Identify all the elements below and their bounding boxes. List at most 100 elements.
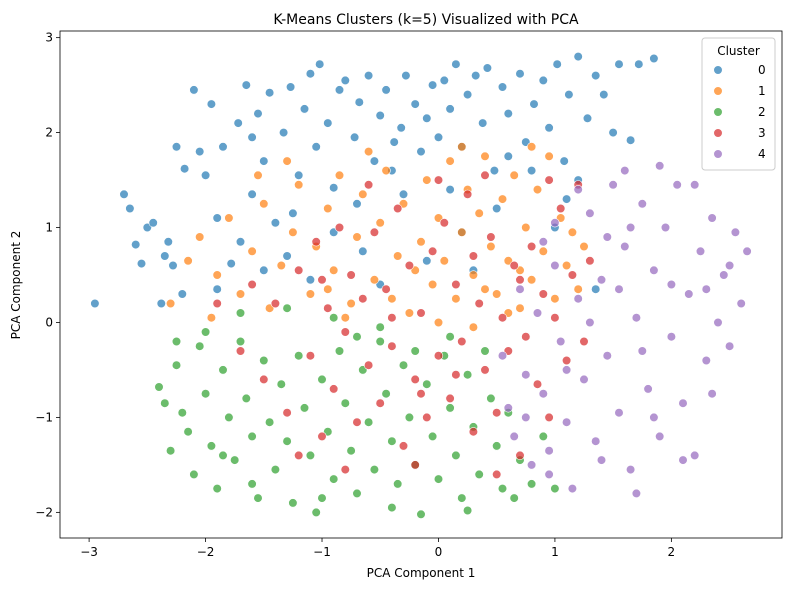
- point-cluster-0-0: [90, 298, 100, 309]
- point-cluster-2-23: [288, 498, 298, 508]
- point-cluster-2-59: [497, 484, 508, 494]
- point-cluster-2-14: [235, 336, 246, 347]
- point-cluster-4-4: [521, 370, 531, 380]
- point-cluster-2-17: [253, 493, 263, 503]
- point-cluster-2-9: [206, 441, 216, 451]
- point-cluster-3-6: [294, 265, 304, 275]
- point-cluster-1-19: [358, 189, 368, 199]
- point-cluster-3-29: [433, 351, 444, 361]
- point-cluster-1-31: [445, 156, 455, 166]
- point-cluster-2-74: [463, 505, 473, 516]
- point-cluster-1-63: [526, 142, 537, 152]
- point-cluster-2-43: [404, 412, 415, 423]
- point-cluster-4-55: [637, 346, 647, 356]
- point-cluster-4-32: [684, 289, 694, 299]
- point-cluster-2-15: [241, 393, 251, 404]
- point-cluster-2-56: [480, 346, 490, 356]
- point-cluster-2-33: [346, 446, 356, 456]
- point-cluster-2-0: [154, 382, 164, 392]
- point-cluster-1-36: [474, 208, 484, 218]
- point-cluster-0-101: [561, 194, 572, 204]
- point-cluster-2-55: [474, 469, 484, 480]
- point-cluster-4-57: [666, 279, 677, 290]
- point-cluster-2-3: [171, 360, 182, 370]
- point-cluster-0-65: [529, 99, 539, 109]
- point-cluster-1-0: [166, 298, 176, 309]
- point-cluster-2-5: [183, 427, 193, 437]
- point-cluster-1-5: [235, 289, 246, 299]
- point-cluster-0-22: [247, 189, 257, 199]
- point-cluster-4-45: [655, 161, 665, 171]
- point-cluster-0-46: [401, 70, 411, 81]
- point-cluster-1-44: [521, 222, 531, 233]
- point-cluster-4-54: [614, 284, 624, 294]
- point-cluster-4-6: [532, 308, 543, 318]
- point-cluster-2-7: [195, 341, 205, 351]
- point-cluster-2-70: [410, 346, 420, 356]
- point-cluster-3-50: [556, 203, 566, 214]
- point-cluster-0-84: [305, 275, 316, 285]
- point-cluster-0-97: [177, 289, 187, 299]
- point-cluster-4-30: [672, 180, 682, 190]
- point-cluster-0-103: [358, 246, 368, 256]
- point-cluster-3-44: [521, 332, 531, 342]
- point-cluster-0-63: [515, 69, 525, 79]
- point-cluster-4-39: [724, 341, 735, 351]
- y-tick-label: −2: [35, 505, 53, 519]
- point-cluster-3-30: [439, 218, 449, 228]
- point-cluster-3-20: [381, 284, 391, 294]
- point-cluster-1-56: [387, 294, 397, 304]
- point-cluster-3-64: [387, 313, 397, 323]
- point-cluster-3-46: [532, 379, 543, 389]
- point-cluster-4-9: [550, 260, 560, 271]
- point-cluster-2-73: [387, 503, 397, 513]
- point-cluster-0-23: [253, 108, 263, 119]
- point-cluster-2-25: [299, 403, 310, 413]
- point-cluster-1-48: [544, 151, 554, 161]
- point-cluster-1-49: [550, 294, 560, 304]
- point-cluster-2-34: [352, 488, 362, 499]
- point-cluster-1-64: [206, 313, 216, 323]
- point-cluster-0-26: [270, 218, 281, 228]
- y-tick-label: 0: [45, 315, 53, 329]
- legend-label-4: 4: [758, 147, 766, 161]
- point-cluster-2-57: [486, 393, 496, 404]
- point-cluster-0-52: [439, 75, 449, 85]
- point-cluster-3-36: [474, 298, 484, 309]
- point-cluster-4-34: [695, 246, 706, 256]
- point-cluster-0-19: [226, 259, 236, 269]
- y-tick-label: 1: [45, 221, 53, 235]
- point-cluster-1-7: [259, 199, 269, 209]
- point-cluster-1-9: [276, 260, 286, 271]
- point-cluster-1-2: [195, 232, 205, 242]
- point-cluster-0-9: [163, 237, 173, 247]
- point-cluster-2-24: [294, 351, 304, 361]
- point-cluster-4-15: [585, 208, 595, 218]
- point-cluster-1-61: [364, 147, 374, 157]
- point-cluster-4-23: [631, 313, 642, 323]
- point-cluster-3-39: [492, 408, 502, 418]
- point-cluster-2-18: [259, 355, 269, 366]
- point-cluster-0-25: [265, 88, 275, 98]
- point-cluster-3-62: [544, 175, 554, 185]
- point-cluster-3-51: [561, 355, 572, 366]
- point-cluster-0-32: [311, 142, 321, 152]
- point-cluster-3-67: [317, 275, 327, 285]
- point-cluster-2-27: [311, 507, 321, 518]
- point-cluster-1-62: [457, 142, 467, 152]
- point-cluster-3-26: [416, 308, 426, 318]
- point-cluster-3-17: [364, 360, 374, 370]
- point-cluster-4-0: [497, 351, 508, 361]
- point-cluster-2-77: [171, 336, 182, 347]
- point-cluster-1-51: [561, 260, 572, 271]
- point-cluster-0-8: [160, 251, 170, 261]
- point-cluster-3-25: [410, 374, 420, 385]
- point-cluster-0-44: [389, 137, 399, 147]
- point-cluster-4-26: [649, 265, 659, 275]
- point-cluster-3-27: [422, 412, 432, 423]
- point-cluster-3-3: [259, 374, 269, 385]
- point-cluster-1-17: [346, 298, 356, 309]
- point-cluster-2-6: [189, 469, 199, 480]
- point-cluster-3-54: [585, 256, 595, 266]
- point-cluster-2-63: [538, 431, 548, 442]
